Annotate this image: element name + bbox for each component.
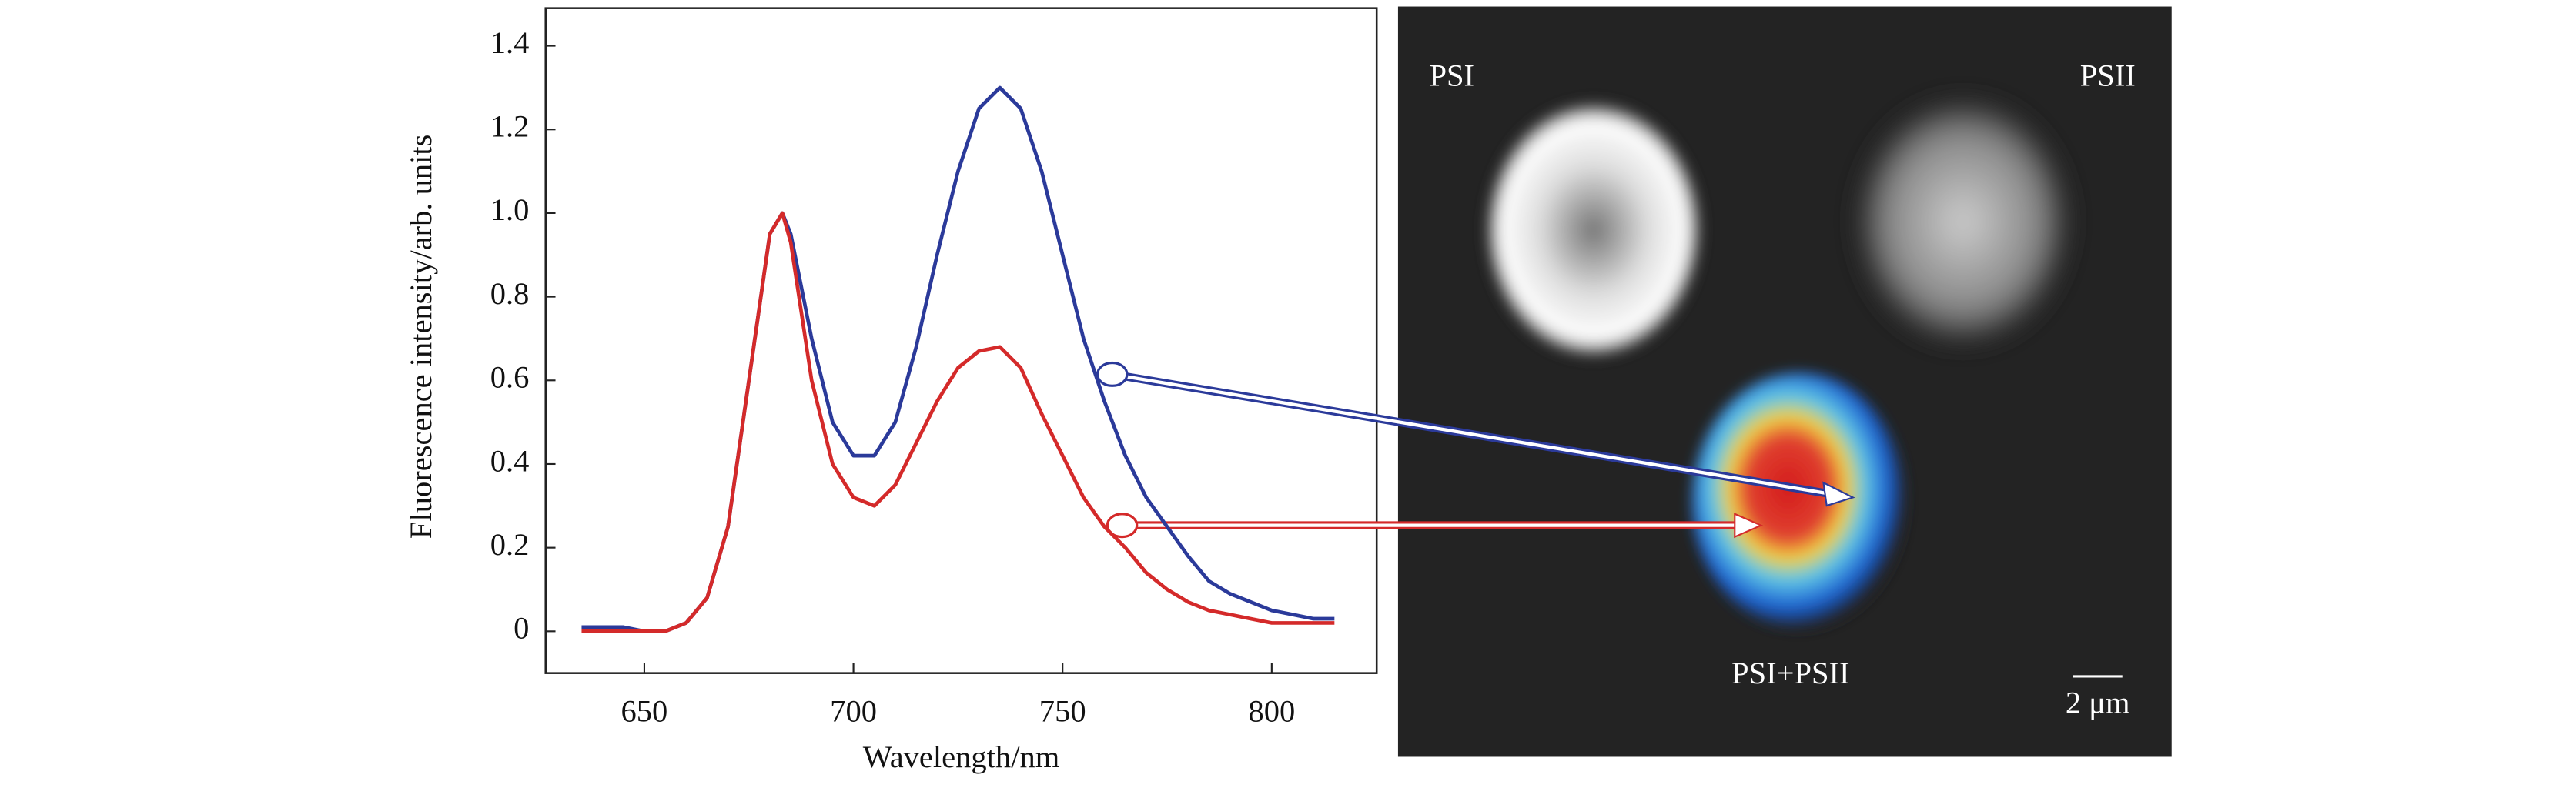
psii-cell [1856,98,2070,345]
y-tick-label: 0.2 [490,527,530,562]
scale-label: 2 μm [2066,686,2130,720]
marker-blue [1096,361,1129,387]
spectrum-line [581,211,1335,633]
spectrum-line [581,85,1335,633]
y-axis-label: Fluorescence intensity/arb. units [403,135,438,539]
y-tick-label: 1.0 [490,192,530,227]
y-tick-label: 0 [514,611,529,646]
image-panel [1397,6,2172,757]
panel-label: PSI+PSII [1731,656,1849,690]
panel-label: PSII [2080,58,2136,93]
marker-red [1106,513,1139,539]
y-tick-label: 0.6 [490,360,530,395]
x-tick-label: 750 [1039,693,1086,728]
merged-cell [1691,372,1906,629]
y-tick-label: 0.4 [490,443,530,478]
arrowhead-blue [1822,481,1855,507]
x-tick-label: 700 [830,693,877,728]
y-tick-label: 0.8 [490,276,530,311]
x-axis-label: Wavelength/nm [863,740,1060,774]
psi-cell [1485,102,1702,359]
arrow-blue-inner [1112,372,1832,496]
plot-frame [544,7,1378,674]
arrowhead-red [1734,513,1764,539]
y-tick-label: 1.2 [490,109,530,144]
y-tick-label: 1.4 [490,25,530,60]
arrows [1096,361,1855,539]
x-tick-label: 800 [1248,693,1295,728]
panel-label: PSI [1429,58,1474,93]
x-tick-label: 650 [621,693,668,728]
